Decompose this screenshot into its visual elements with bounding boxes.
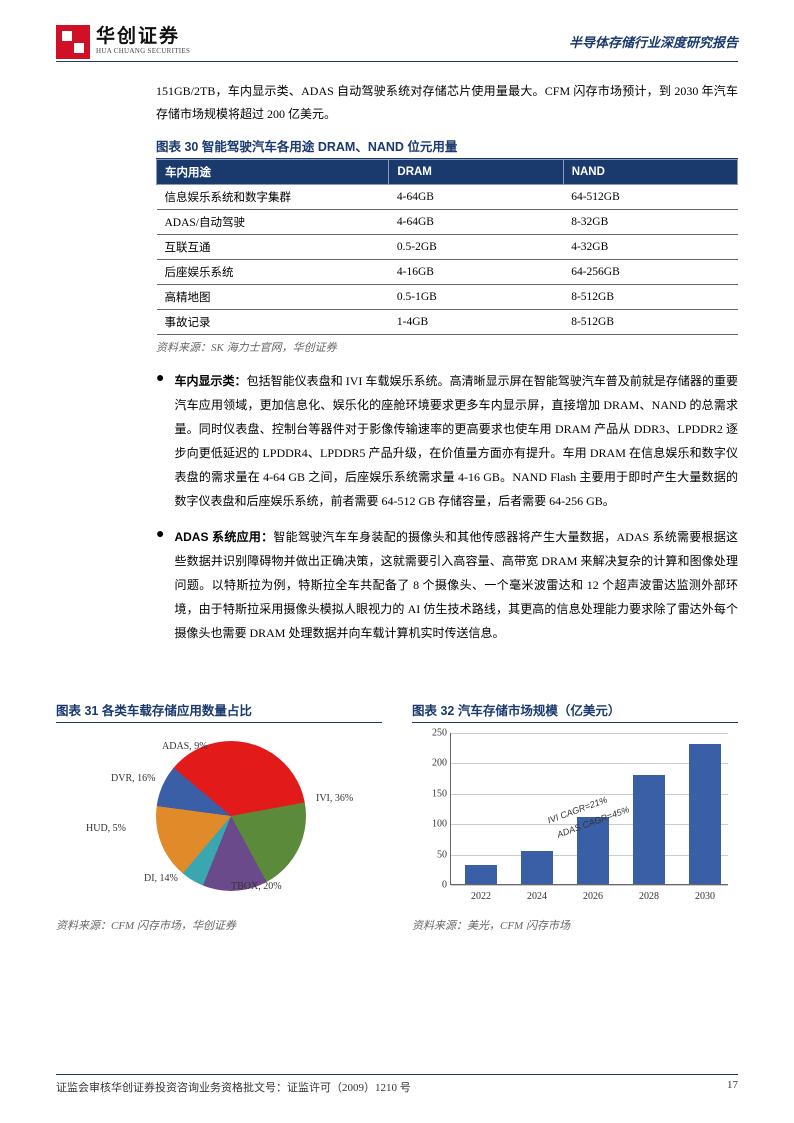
- x-axis-label: 2024: [517, 891, 557, 902]
- logo-en: HUA CHUANG SECURITIES: [96, 48, 190, 56]
- table-30-source: 资料来源：SK 海力士官网，华创证券: [156, 339, 738, 355]
- logo-icon: [56, 25, 90, 59]
- table-cell: 互联互通: [157, 234, 389, 259]
- chart-32-source: 资料来源：美光，CFM 闪存市场: [412, 917, 738, 933]
- table-cell: 4-64GB: [389, 209, 563, 234]
- table-header-cell: 车内用途: [157, 159, 389, 184]
- table-cell: 4-32GB: [563, 234, 737, 259]
- pie-slice-label: IVI, 36%: [316, 793, 353, 804]
- bar: [465, 865, 497, 884]
- table-cell: 64-512GB: [563, 184, 737, 209]
- y-axis-tick: 200: [421, 758, 447, 769]
- logo-block: 华创证券 HUA CHUANG SECURITIES: [56, 25, 190, 59]
- bar: [633, 775, 665, 884]
- pie-slice-label: DI, 14%: [144, 873, 178, 884]
- chart-32-title: 图表 32 汽车存储市场规模（亿美元）: [412, 700, 738, 723]
- y-axis-tick: 250: [421, 728, 447, 739]
- chart-row: 图表 31 各类车载存储应用数量占比 IVI, 36% TBOX, 20% DI, …: [56, 700, 738, 947]
- page-header: 华创证券 HUA CHUANG SECURITIES 半导体存储行业深度研究报告: [56, 22, 738, 62]
- logo-cn: 华创证券: [96, 27, 190, 48]
- bullet-item: ●ADAS 系统应用：智能驾驶汽车车身装配的摄像头和其他传感器将产生大量数据，A…: [156, 525, 738, 645]
- bullet-icon: ●: [156, 369, 164, 513]
- chart-31-pie: IVI, 36% TBOX, 20% DI, 14% HUD, 5% DVR, 16% A…: [56, 723, 382, 913]
- table-row: 高精地图0.5-1GB8-512GB: [157, 284, 738, 309]
- bullet-item: ●车内显示类：包括智能仪表盘和 IVI 车载娱乐系统。高清晰显示屏在智能驾驶汽车…: [156, 369, 738, 513]
- y-axis-tick: 50: [421, 849, 447, 860]
- table-row: 信息娱乐系统和数字集群4-64GB64-512GB: [157, 184, 738, 209]
- bullet-text: 车内显示类：包括智能仪表盘和 IVI 车载娱乐系统。高清晰显示屏在智能驾驶汽车普…: [174, 369, 738, 513]
- x-axis-label: 2030: [685, 891, 725, 902]
- bar: [521, 851, 553, 884]
- table-cell: 0.5-2GB: [389, 234, 563, 259]
- table-cell: 高精地图: [157, 284, 389, 309]
- pie-slice-label: ADAS, 9%: [162, 741, 208, 752]
- chart-32-col: 图表 32 汽车存储市场规模（亿美元） 0 50 100 150 200 250 2022 2…: [412, 700, 738, 947]
- bullet-text: ADAS 系统应用：智能驾驶汽车车身装配的摄像头和其他传感器将产生大量数据，AD…: [174, 525, 738, 645]
- y-axis-tick: 100: [421, 819, 447, 830]
- bar: [689, 744, 721, 884]
- table-header-cell: NAND: [563, 159, 737, 184]
- chart-32-bar: 05010015020025020222024202620282030IVI C…: [412, 723, 738, 913]
- table-cell: 8-512GB: [563, 284, 737, 309]
- table-cell: 事故记录: [157, 309, 389, 334]
- x-axis-label: 2022: [461, 891, 501, 902]
- table-cell: 1-4GB: [389, 309, 563, 334]
- table-cell: ADAS/自动驾驶: [157, 209, 389, 234]
- pie-slice-label: TBOX, 20%: [231, 881, 282, 892]
- table-30-title: 图表 30 智能驾驶汽车各用途 DRAM、NAND 位元用量: [156, 136, 738, 159]
- table-header-cell: DRAM: [389, 159, 563, 184]
- table-cell: 8-32GB: [563, 209, 737, 234]
- chart-31-title: 图表 31 各类车载存储应用数量占比: [56, 700, 382, 723]
- x-axis-label: 2028: [629, 891, 669, 902]
- chart-31-source: 资料来源：CFM 闪存市场，华创证券: [56, 917, 382, 933]
- bullet-list: ●车内显示类：包括智能仪表盘和 IVI 车载娱乐系统。高清晰显示屏在智能驾驶汽车…: [156, 369, 738, 645]
- pie-slice-label: DVR, 16%: [111, 773, 155, 784]
- report-title: 半导体存储行业深度研究报告: [569, 32, 738, 51]
- x-axis-label: 2026: [573, 891, 613, 902]
- table-cell: 后座娱乐系统: [157, 259, 389, 284]
- main-content: 151GB/2TB，车内显示类、ADAS 自动驾驶系统对存储芯片使用量最大。CF…: [156, 80, 738, 659]
- footer-license: 证监会审核华创证券投资咨询业务资格批文号：证监许可（2009）1210 号: [56, 1079, 411, 1095]
- table-cell: 8-512GB: [563, 309, 737, 334]
- table-row: 互联互通0.5-2GB4-32GB: [157, 234, 738, 259]
- table-row: 后座娱乐系统4-16GB64-256GB: [157, 259, 738, 284]
- table-cell: 0.5-1GB: [389, 284, 563, 309]
- table-cell: 4-64GB: [389, 184, 563, 209]
- table-30: 车内用途DRAMNAND 信息娱乐系统和数字集群4-64GB64-512GBAD…: [156, 159, 738, 335]
- pie-slice-label: HUD, 5%: [86, 823, 126, 834]
- y-axis-tick: 150: [421, 788, 447, 799]
- table-cell: 64-256GB: [563, 259, 737, 284]
- page-number: 17: [727, 1079, 738, 1095]
- bullet-icon: ●: [156, 525, 164, 645]
- table-cell: 4-16GB: [389, 259, 563, 284]
- y-axis-tick: 0: [421, 880, 447, 891]
- intro-paragraph: 151GB/2TB，车内显示类、ADAS 自动驾驶系统对存储芯片使用量最大。CF…: [156, 80, 738, 126]
- page-footer: 证监会审核华创证券投资咨询业务资格批文号：证监许可（2009）1210 号 17: [56, 1074, 738, 1095]
- chart-31-col: 图表 31 各类车载存储应用数量占比 IVI, 36% TBOX, 20% DI, …: [56, 700, 382, 947]
- table-row: ADAS/自动驾驶4-64GB8-32GB: [157, 209, 738, 234]
- table-row: 事故记录1-4GB8-512GB: [157, 309, 738, 334]
- table-cell: 信息娱乐系统和数字集群: [157, 184, 389, 209]
